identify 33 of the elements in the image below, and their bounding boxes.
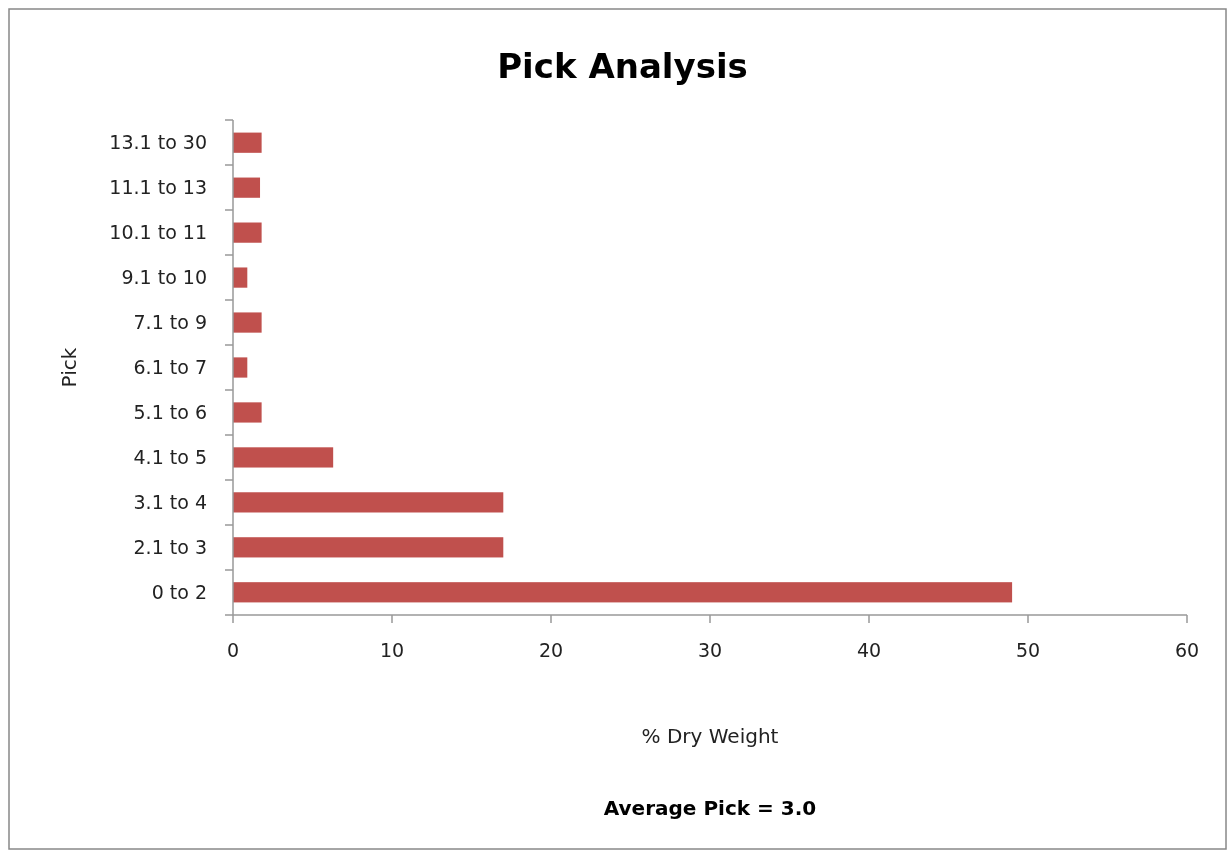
bar (233, 177, 261, 198)
bar (233, 222, 262, 243)
y-tick-label: 0 to 2 (151, 580, 207, 603)
y-tick-label: 5.1 to 6 (133, 401, 207, 424)
bar (233, 537, 504, 558)
bar (233, 447, 334, 468)
y-axis-title: Pick (57, 347, 81, 388)
x-tick-label: 50 (1015, 639, 1041, 661)
bar (233, 402, 262, 423)
text: Average Pick = 3.0 (603, 796, 817, 820)
x-tick-label: 40 (856, 639, 882, 661)
y-tick-label: 10.1 to 11 (109, 221, 207, 244)
y-tick-label: 4.1 to 5 (133, 446, 207, 469)
x-axis-title: % Dry Weight (641, 724, 779, 748)
chart-title: Pick Analysis (497, 46, 748, 86)
x-tick-label: 0 (226, 639, 240, 661)
x-tick-label: 60 (1174, 639, 1200, 661)
y-tick-label: 11.1 to 13 (109, 176, 207, 199)
bar (233, 492, 504, 513)
y-tick-label: 6.1 to 7 (133, 356, 207, 379)
bar (233, 357, 248, 378)
x-tick-label: 20 (538, 639, 564, 661)
y-tick-label: 2.1 to 3 (133, 535, 207, 558)
x-tick-label: 10 (379, 639, 405, 661)
y-tick-label: 13.1 to 30 (109, 131, 207, 154)
y-tick-label: 9.1 to 10 (121, 266, 207, 289)
y-tick-label: 3.1 to 4 (133, 491, 207, 514)
x-tick-label: 30 (697, 639, 723, 661)
bar (233, 132, 262, 153)
bar (233, 312, 262, 333)
bar (233, 267, 248, 288)
bar (233, 582, 1013, 603)
y-tick-label: 7.1 to 9 (133, 311, 207, 334)
